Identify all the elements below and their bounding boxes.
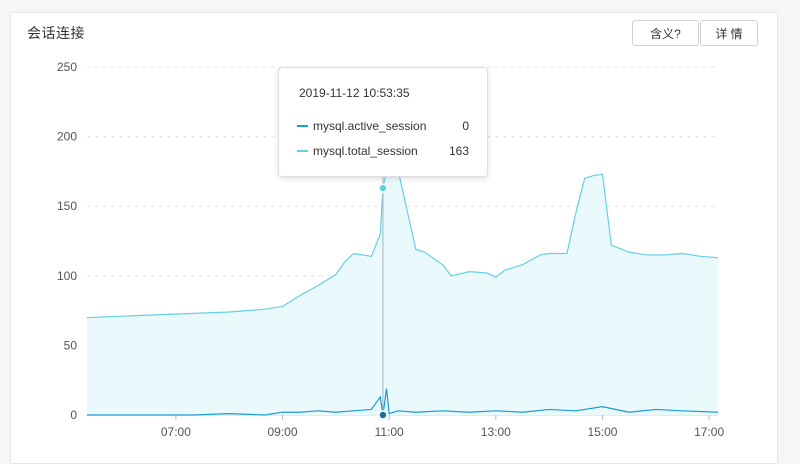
hover-cursor: [378, 177, 388, 420]
y-axis: 0 50 100 150 200 250: [57, 60, 77, 422]
total-session-area: [87, 170, 718, 415]
tooltip-series-name: mysql.total_session: [313, 144, 418, 158]
tooltip-series-name: mysql.active_session: [313, 119, 427, 133]
detail-button[interactable]: 详 情: [700, 20, 758, 46]
tooltip-timestamp: 2019-11-12 10:53:35: [299, 86, 410, 100]
y-tick-label: 150: [57, 199, 77, 213]
meaning-button[interactable]: 含义?: [632, 20, 699, 46]
y-tick-label: 100: [57, 269, 77, 283]
y-tick-label: 200: [57, 130, 77, 144]
x-axis: 07:00 09:00 11:00 13:00 15:00 17:00: [161, 415, 724, 439]
panel-title: 会话连接: [27, 25, 85, 41]
x-tick-label: 13:00: [481, 425, 511, 439]
total-session-line: [86, 169, 719, 319]
series-swatch-active: [297, 125, 308, 127]
tooltip-row-total: mysql.total_session 163: [297, 143, 469, 159]
x-tick-label: 07:00: [161, 425, 191, 439]
x-tick-label: 09:00: [268, 425, 298, 439]
total-session-cursor-dot: [378, 183, 388, 193]
tooltip-series-value: 0: [462, 119, 469, 133]
y-tick-label: 0: [70, 408, 77, 422]
active-session-line: [87, 388, 719, 416]
session-chart[interactable]: 0 50 100 150 200 250 07:00 09:00 11:00 13:00 15:0…: [0, 0, 800, 449]
x-tick-label: 11:00: [375, 425, 404, 439]
y-tick-label: 250: [57, 60, 77, 74]
chart-series: [86, 169, 719, 416]
x-tick-label: 15:00: [587, 425, 617, 439]
active-session-cursor-dot: [378, 410, 388, 420]
chart-tooltip: 2019-11-12 10:53:35 mysql.active_session…: [278, 67, 488, 177]
tooltip-series-value: 163: [448, 144, 469, 158]
series-swatch-total: [297, 150, 308, 152]
x-tick-label: 17:00: [694, 425, 724, 439]
tooltip-row-active: mysql.active_session 0: [297, 118, 469, 134]
y-tick-label: 50: [64, 338, 78, 352]
